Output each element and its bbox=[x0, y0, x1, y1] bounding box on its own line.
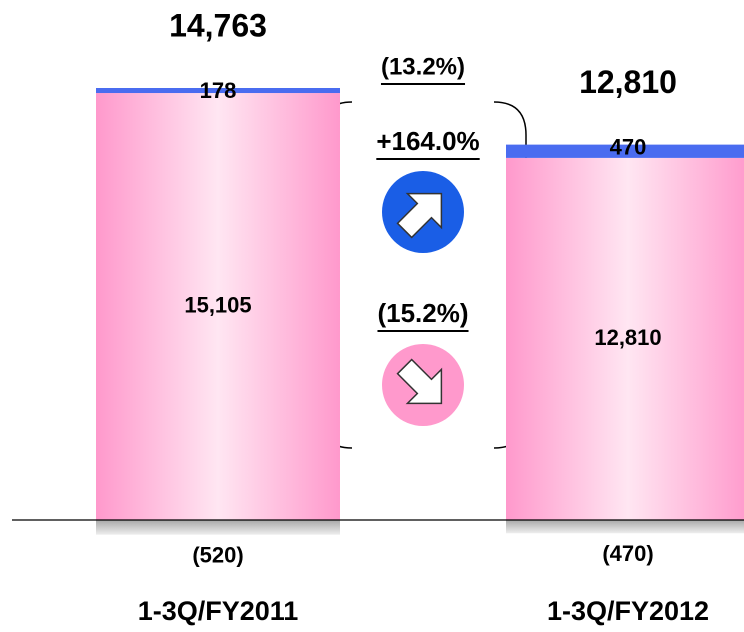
bar-segment bbox=[506, 157, 744, 520]
bar-segment bbox=[96, 520, 340, 535]
data-label: 15,105 bbox=[184, 292, 251, 317]
x-tick-label: 1-3Q/FY2011 bbox=[138, 596, 299, 626]
annotation: +164.0% bbox=[376, 126, 479, 156]
annotation: (15.2%) bbox=[377, 298, 468, 328]
data-label: 470 bbox=[610, 134, 647, 159]
bar-segment bbox=[506, 144, 744, 158]
data-label: 12,810 bbox=[594, 325, 661, 350]
data-label: (520) bbox=[192, 543, 243, 568]
bar-segment bbox=[96, 93, 340, 521]
down-arrow-icon bbox=[382, 344, 464, 426]
annotation: (13.2%) bbox=[381, 53, 465, 80]
bar-segment bbox=[506, 520, 744, 534]
x-tick-label: 1-3Q/FY2012 bbox=[547, 596, 709, 626]
total-label: 12,810 bbox=[579, 64, 677, 100]
bar-segment bbox=[96, 88, 340, 94]
data-label: 178 bbox=[200, 78, 237, 103]
up-arrow-icon bbox=[382, 171, 464, 253]
data-label: (470) bbox=[602, 541, 653, 566]
total-label: 14,763 bbox=[169, 7, 267, 43]
